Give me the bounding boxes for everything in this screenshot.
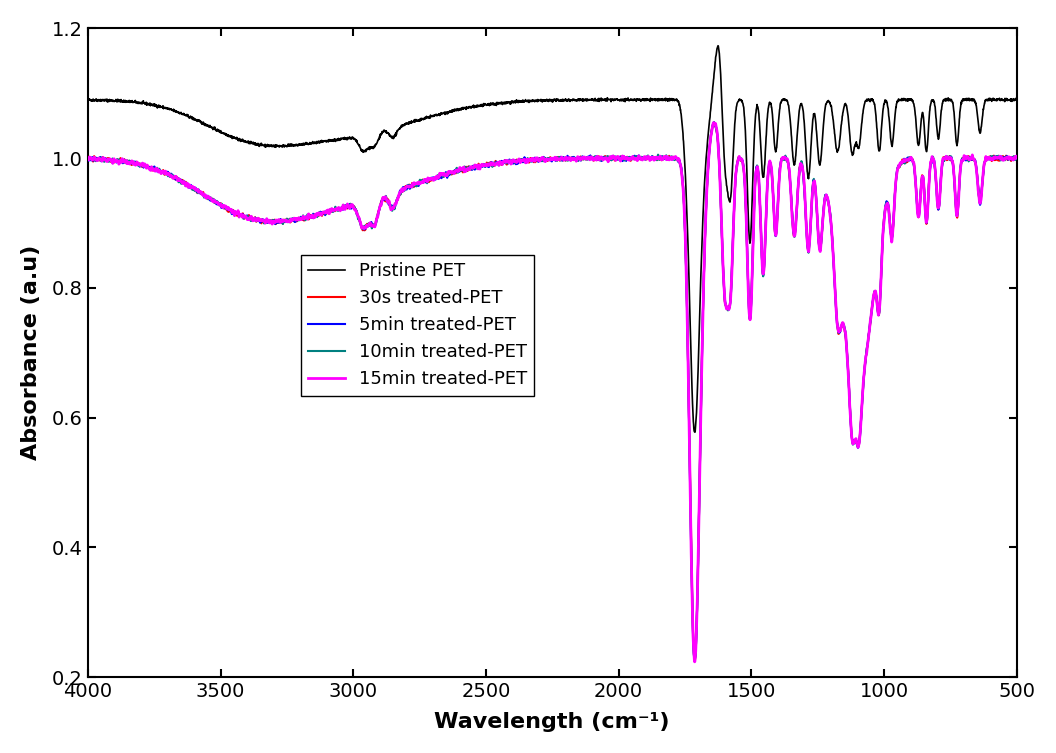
Y-axis label: Absorbance (a.u): Absorbance (a.u) [21,245,41,460]
Legend: Pristine PET, 30s treated-PET, 5min treated-PET, 10min treated-PET, 15min treate: Pristine PET, 30s treated-PET, 5min trea… [301,255,534,395]
X-axis label: Wavelength (cm⁻¹): Wavelength (cm⁻¹) [434,712,670,732]
